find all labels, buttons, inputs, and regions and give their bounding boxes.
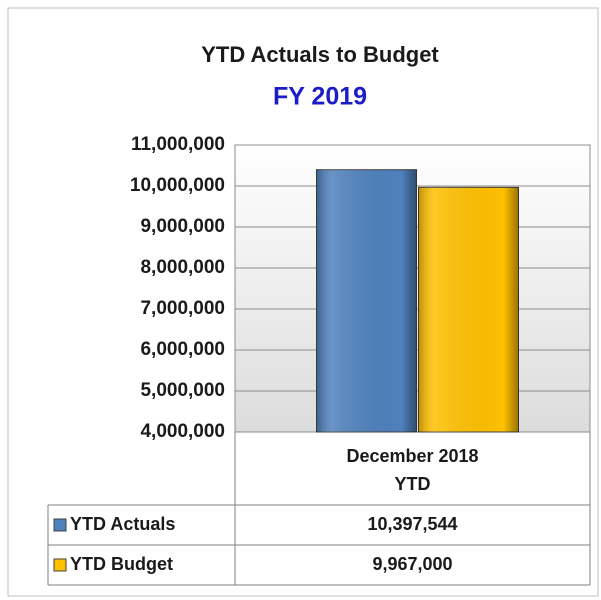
y-tick-label: 8,000,000 <box>140 257 225 278</box>
bar-shade <box>418 187 519 432</box>
bar-shade <box>316 169 417 433</box>
value-label: 10,397,544 <box>367 514 457 534</box>
chart-title: YTD Actuals to Budget <box>201 42 439 67</box>
legend-label: YTD Actuals <box>70 514 175 534</box>
legend-label: YTD Budget <box>70 554 173 574</box>
y-tick-label: 11,000,000 <box>131 134 225 155</box>
legend-key <box>53 558 67 572</box>
y-tick-label: 5,000,000 <box>140 380 225 401</box>
category-label: December 2018 YTD <box>346 446 479 494</box>
legend-key <box>53 518 67 532</box>
category-cell: December 2018 YTD <box>235 438 590 502</box>
y-tick-label: 9,000,000 <box>140 216 225 237</box>
value-label: 9,967,000 <box>372 554 452 574</box>
data-table-lines <box>47 432 591 586</box>
y-tick-label: 4,000,000 <box>140 421 225 442</box>
y-tick-label: 10,000,000 <box>130 175 225 196</box>
y-tick-label: 7,000,000 <box>140 298 225 319</box>
chart-subtitle: FY 2019 <box>273 83 367 111</box>
y-tick-label: 6,000,000 <box>140 339 225 360</box>
